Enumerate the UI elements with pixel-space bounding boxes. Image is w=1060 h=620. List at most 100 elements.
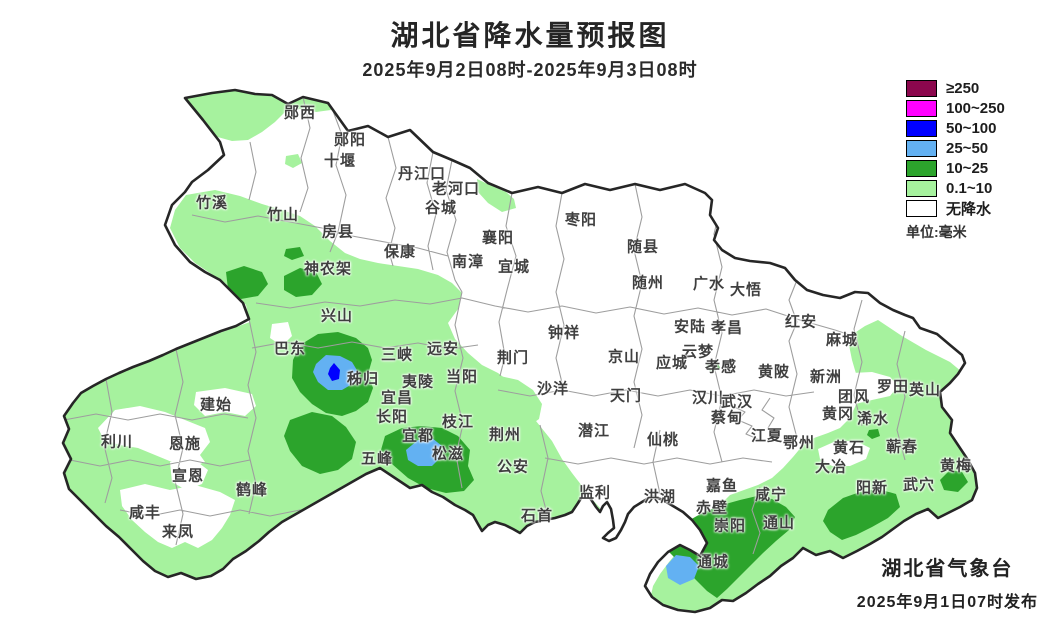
legend-item: 无降水 <box>906 200 1005 218</box>
county-label: 枝江 <box>441 413 475 431</box>
county-label: 应城 <box>655 354 689 372</box>
rain-area-changyang-west <box>284 412 356 474</box>
county-label: 夷陵 <box>401 373 435 391</box>
county-label: 房县 <box>321 223 355 241</box>
county-label: 南漳 <box>451 253 485 271</box>
county-label: 钟祥 <box>547 324 581 342</box>
county-label: 竹山 <box>266 206 300 224</box>
rain-area-zigui-navy <box>328 363 340 381</box>
precipitation-legend: ≥250 100~250 50~100 25~50 10~25 0.1~10 无降水 单位:… <box>906 80 1005 242</box>
county-label: 郧西 <box>283 104 317 122</box>
county-label: 保康 <box>383 243 417 261</box>
county-label: 沙洋 <box>536 380 570 398</box>
county-label: 通山 <box>762 514 796 532</box>
rain-area-yangxin <box>823 489 900 540</box>
county-label: 嘉鱼 <box>705 477 739 495</box>
county-label: 长阳 <box>375 408 409 426</box>
county-label: 黄石 <box>832 439 866 457</box>
county-label: 蕲春 <box>885 438 919 456</box>
rain-area-wuxue-huangmei <box>940 470 968 492</box>
county-label: 大悟 <box>729 281 763 299</box>
county-label: 武穴 <box>902 476 936 494</box>
legend-swatch <box>906 200 937 217</box>
legend-item: 0.1~10 <box>906 180 1005 197</box>
legend-label: 100~250 <box>946 100 1005 117</box>
county-label: 京山 <box>607 348 641 366</box>
rain-area-songzi-blue <box>406 438 442 466</box>
dry-area-xianfeng-laifeng <box>120 484 235 548</box>
rain-area-shayang-light <box>497 376 542 427</box>
county-label: 孝感 <box>704 358 738 376</box>
county-label: 武汉 <box>720 393 754 411</box>
dry-area-huangshi-daye <box>818 441 870 466</box>
county-label: 神农架 <box>303 260 353 278</box>
county-label: 新洲 <box>809 368 843 386</box>
county-label: 丹江口 <box>397 165 447 183</box>
county-label: 兴山 <box>320 307 354 325</box>
legend-item: 50~100 <box>906 120 1005 137</box>
issuing-agency: 湖北省气象台 <box>881 558 1014 580</box>
county-label: 恩施 <box>168 435 202 453</box>
county-label: 天门 <box>609 387 643 405</box>
legend-swatch <box>906 140 937 157</box>
county-label: 宜昌 <box>380 389 414 407</box>
legend-unit: 单位:毫米 <box>906 224 967 240</box>
rain-area-shennongjia <box>284 268 322 297</box>
legend-label: 0.1~10 <box>946 180 993 197</box>
county-label: 郧阳 <box>333 131 367 149</box>
county-label: 十堰 <box>323 152 357 170</box>
county-label: 蔡甸 <box>710 409 744 427</box>
county-label: 谷城 <box>424 199 458 217</box>
county-label: 当阳 <box>445 368 479 386</box>
legend-swatch <box>906 100 937 117</box>
legend-item: ≥250 <box>906 80 1005 97</box>
county-label: 云梦 <box>681 343 715 361</box>
legend-label: ≥250 <box>946 80 980 97</box>
legend-label: 10~25 <box>946 160 989 177</box>
county-label: 洪湖 <box>643 488 677 506</box>
county-label: 广水 <box>692 275 726 293</box>
county-label: 黄陂 <box>757 363 791 381</box>
legend-swatch <box>906 180 937 197</box>
dry-area-huanggang-luotian <box>794 372 898 418</box>
legend-swatch <box>906 120 937 137</box>
county-label: 松滋 <box>431 445 465 463</box>
rain-area-tongcheng-blue <box>666 555 699 585</box>
county-label: 黄梅 <box>939 457 973 475</box>
page-title: 湖北省降水量预报图 <box>390 20 670 51</box>
county-label: 鄂州 <box>782 434 816 452</box>
county-label: 建始 <box>199 396 233 414</box>
county-label: 咸宁 <box>754 486 788 504</box>
county-label: 公安 <box>496 458 530 476</box>
rain-area-shiyan-dot <box>285 154 302 168</box>
county-label: 孝昌 <box>710 319 744 337</box>
county-label: 石首 <box>520 507 554 525</box>
county-label: 罗田 <box>876 378 910 396</box>
legend-swatch <box>906 160 937 177</box>
legend-label: 无降水 <box>946 201 992 218</box>
rain-area-shennongjia-west <box>226 266 268 299</box>
county-label: 浠水 <box>856 410 890 428</box>
county-label: 远安 <box>426 340 460 358</box>
county-label: 秭归 <box>346 370 380 388</box>
county-label: 随州 <box>631 274 665 292</box>
legend-label: 50~100 <box>946 120 997 137</box>
county-label: 赤壁 <box>695 499 729 517</box>
county-label: 鹤峰 <box>235 481 269 499</box>
county-label: 汉川 <box>691 389 725 407</box>
legend-item: 10~25 <box>906 160 1005 177</box>
county-label: 通城 <box>696 553 730 571</box>
legend-item: 25~50 <box>906 140 1005 157</box>
legend-label: 25~50 <box>946 140 989 157</box>
county-label: 大冶 <box>814 458 848 476</box>
county-label: 荆州 <box>488 426 522 444</box>
county-label: 老河口 <box>431 180 481 198</box>
county-label: 英山 <box>908 381 942 399</box>
rain-area-xiaogan-dot <box>706 361 720 372</box>
county-label: 来凤 <box>161 523 195 541</box>
county-label: 江夏 <box>750 427 784 445</box>
county-label: 黄冈 <box>821 405 855 423</box>
county-label: 阳新 <box>855 479 889 497</box>
